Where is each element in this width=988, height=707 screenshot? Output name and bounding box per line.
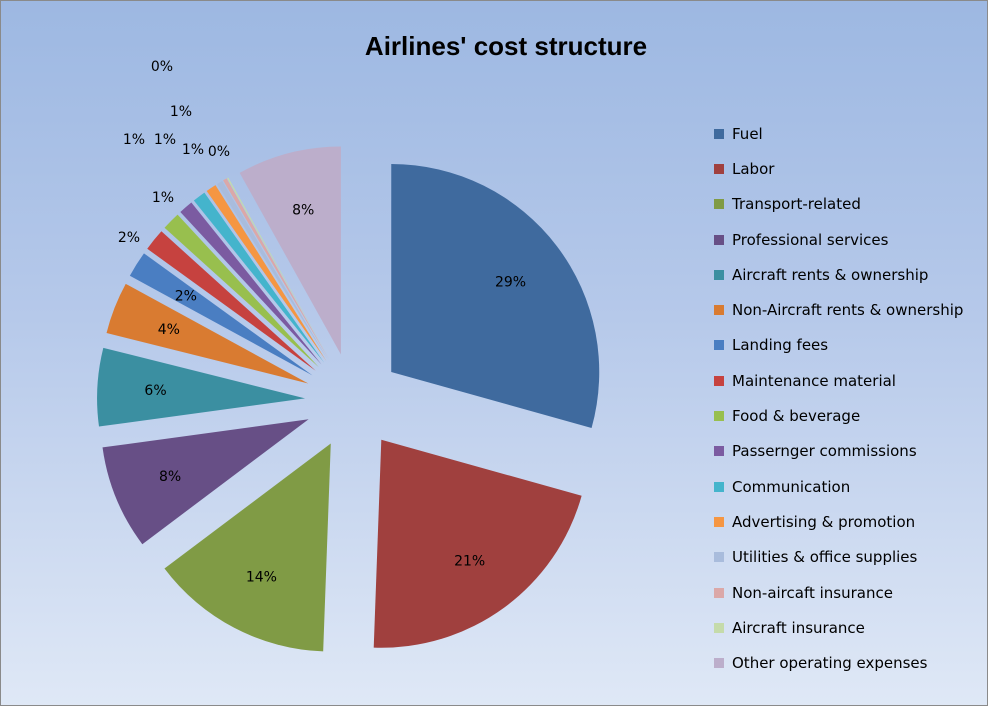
legend-label: Communication (732, 477, 851, 496)
pie-slice-professional-services (102, 419, 309, 545)
data-label: 14% (246, 569, 277, 585)
legend: Fuel Labor Transport-related Professional s… (714, 116, 984, 681)
legend-item: Aircraft rents & ownership (714, 257, 984, 292)
pie-slice-maintenance-material (147, 231, 316, 371)
pie-slice-advertising-promotion (206, 185, 327, 362)
legend-item: Utilities & office supplies (714, 540, 984, 575)
legend-item: Passernger commissions (714, 434, 984, 469)
data-label: 1% (123, 132, 145, 148)
legend-label: Labor (732, 159, 775, 178)
legend-item: Non-aircaft insurance (714, 575, 984, 610)
data-label: 6% (144, 383, 166, 399)
legend-item: Aircraft insurance (714, 610, 984, 645)
data-label: 8% (292, 203, 314, 219)
legend-label: Other operating expenses (732, 654, 928, 673)
data-label: 1% (170, 104, 192, 120)
legend-item: Maintenance material (714, 363, 984, 398)
legend-swatch (714, 234, 724, 245)
legend-label: Utilities & office supplies (732, 548, 918, 567)
pie-slice-labor (373, 439, 582, 648)
data-label: 0% (208, 144, 230, 160)
legend-item: Other operating expenses (714, 645, 984, 680)
pie-slice-aircraft-insurance (227, 177, 330, 360)
legend-item: Food & beverage (714, 398, 984, 433)
legend-swatch (714, 163, 724, 174)
pie-slice-fuel (391, 163, 600, 428)
pie-slice-landing-fees (129, 253, 313, 376)
legend-swatch (714, 269, 724, 280)
legend-label: Maintenance material (732, 371, 896, 390)
legend-item: Fuel (714, 116, 984, 151)
legend-swatch (714, 658, 724, 669)
legend-swatch (714, 128, 724, 139)
pie-slice-utilities-office-supplies (217, 180, 328, 361)
legend-label: Advertising & promotion (732, 512, 916, 531)
data-label: 2% (118, 230, 140, 246)
chart-title: Airlines' cost structure (364, 31, 648, 61)
data-label: 8% (159, 469, 181, 485)
legend-label: Fuel (732, 124, 763, 143)
pie-slice-aircraft-rents-ownership (97, 347, 306, 427)
pie-slice-other-operating-expenses (239, 146, 341, 355)
legend-item: Communication (714, 469, 984, 504)
legend-label: Non-Aircraft rents & ownership (732, 301, 964, 320)
legend-label: Food & beverage (732, 407, 861, 426)
legend-item: Professional services (714, 222, 984, 257)
legend-label: Aircraft rents & ownership (732, 265, 929, 284)
legend-label: Non-aircaft insurance (732, 583, 893, 602)
data-label: 2% (175, 288, 197, 304)
legend-item: Advertising & promotion (714, 504, 984, 539)
legend-swatch (714, 552, 724, 563)
legend-label: Landing fees (732, 336, 829, 355)
data-label: 29% (495, 274, 526, 290)
data-label: 0% (151, 59, 173, 75)
legend-label: Professional services (732, 230, 889, 249)
legend-item: Labor (714, 151, 984, 186)
data-label: 1% (182, 142, 204, 158)
legend-label: Passernger commissions (732, 442, 917, 461)
legend-swatch (714, 587, 724, 598)
pie-slice-food-beverage (164, 214, 319, 368)
legend-item: Non-Aircraft rents & ownership (714, 292, 984, 327)
pie-slice-non-aircraft-rents-ownership (106, 283, 309, 384)
legend-item: Transport-related (714, 187, 984, 222)
legend-swatch (714, 446, 724, 457)
pie-slice-communication (193, 192, 325, 363)
legend-swatch (714, 516, 724, 527)
legend-swatch (714, 340, 724, 351)
pie-slice-non-aircaft-insurance (223, 178, 329, 360)
data-label: 21% (454, 554, 485, 570)
pie-slice-passernger-commissions (180, 202, 322, 365)
legend-swatch (714, 375, 724, 386)
pie-slice-transport-related (164, 443, 331, 652)
legend-item: Landing fees (714, 328, 984, 363)
legend-label: Aircraft insurance (732, 618, 865, 637)
data-label: 1% (152, 190, 174, 206)
data-label: 1% (154, 132, 176, 148)
legend-swatch (714, 622, 724, 633)
legend-label: Transport-related (732, 195, 861, 214)
legend-swatch (714, 411, 724, 422)
data-label: 4% (158, 322, 180, 338)
legend-swatch (714, 305, 724, 316)
legend-swatch (714, 199, 724, 210)
legend-swatch (714, 481, 724, 492)
